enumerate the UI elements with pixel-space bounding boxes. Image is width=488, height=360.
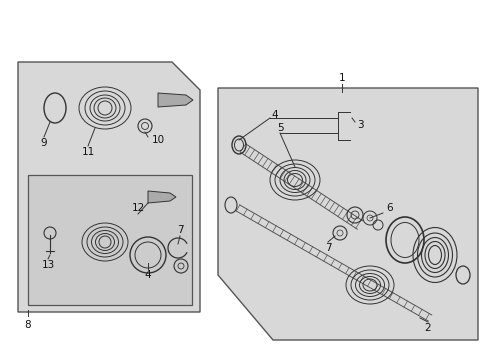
Bar — [28, 175, 192, 305]
Text: 7: 7 — [176, 225, 183, 235]
Text: 10: 10 — [151, 135, 164, 145]
Polygon shape — [148, 191, 176, 203]
Text: 6: 6 — [386, 203, 392, 213]
Text: 11: 11 — [81, 147, 95, 157]
Text: 4: 4 — [144, 270, 151, 280]
Polygon shape — [158, 93, 193, 107]
Text: 3: 3 — [356, 120, 363, 130]
Text: 12: 12 — [131, 203, 144, 213]
Text: 8: 8 — [24, 320, 31, 330]
Text: 1: 1 — [338, 73, 345, 83]
Text: 4: 4 — [271, 110, 278, 120]
Text: 7: 7 — [324, 243, 331, 253]
Text: 5: 5 — [276, 123, 283, 133]
Polygon shape — [18, 62, 200, 312]
Polygon shape — [218, 88, 477, 340]
Text: 2: 2 — [424, 323, 430, 333]
Text: 9: 9 — [41, 138, 47, 148]
Text: 13: 13 — [41, 260, 55, 270]
